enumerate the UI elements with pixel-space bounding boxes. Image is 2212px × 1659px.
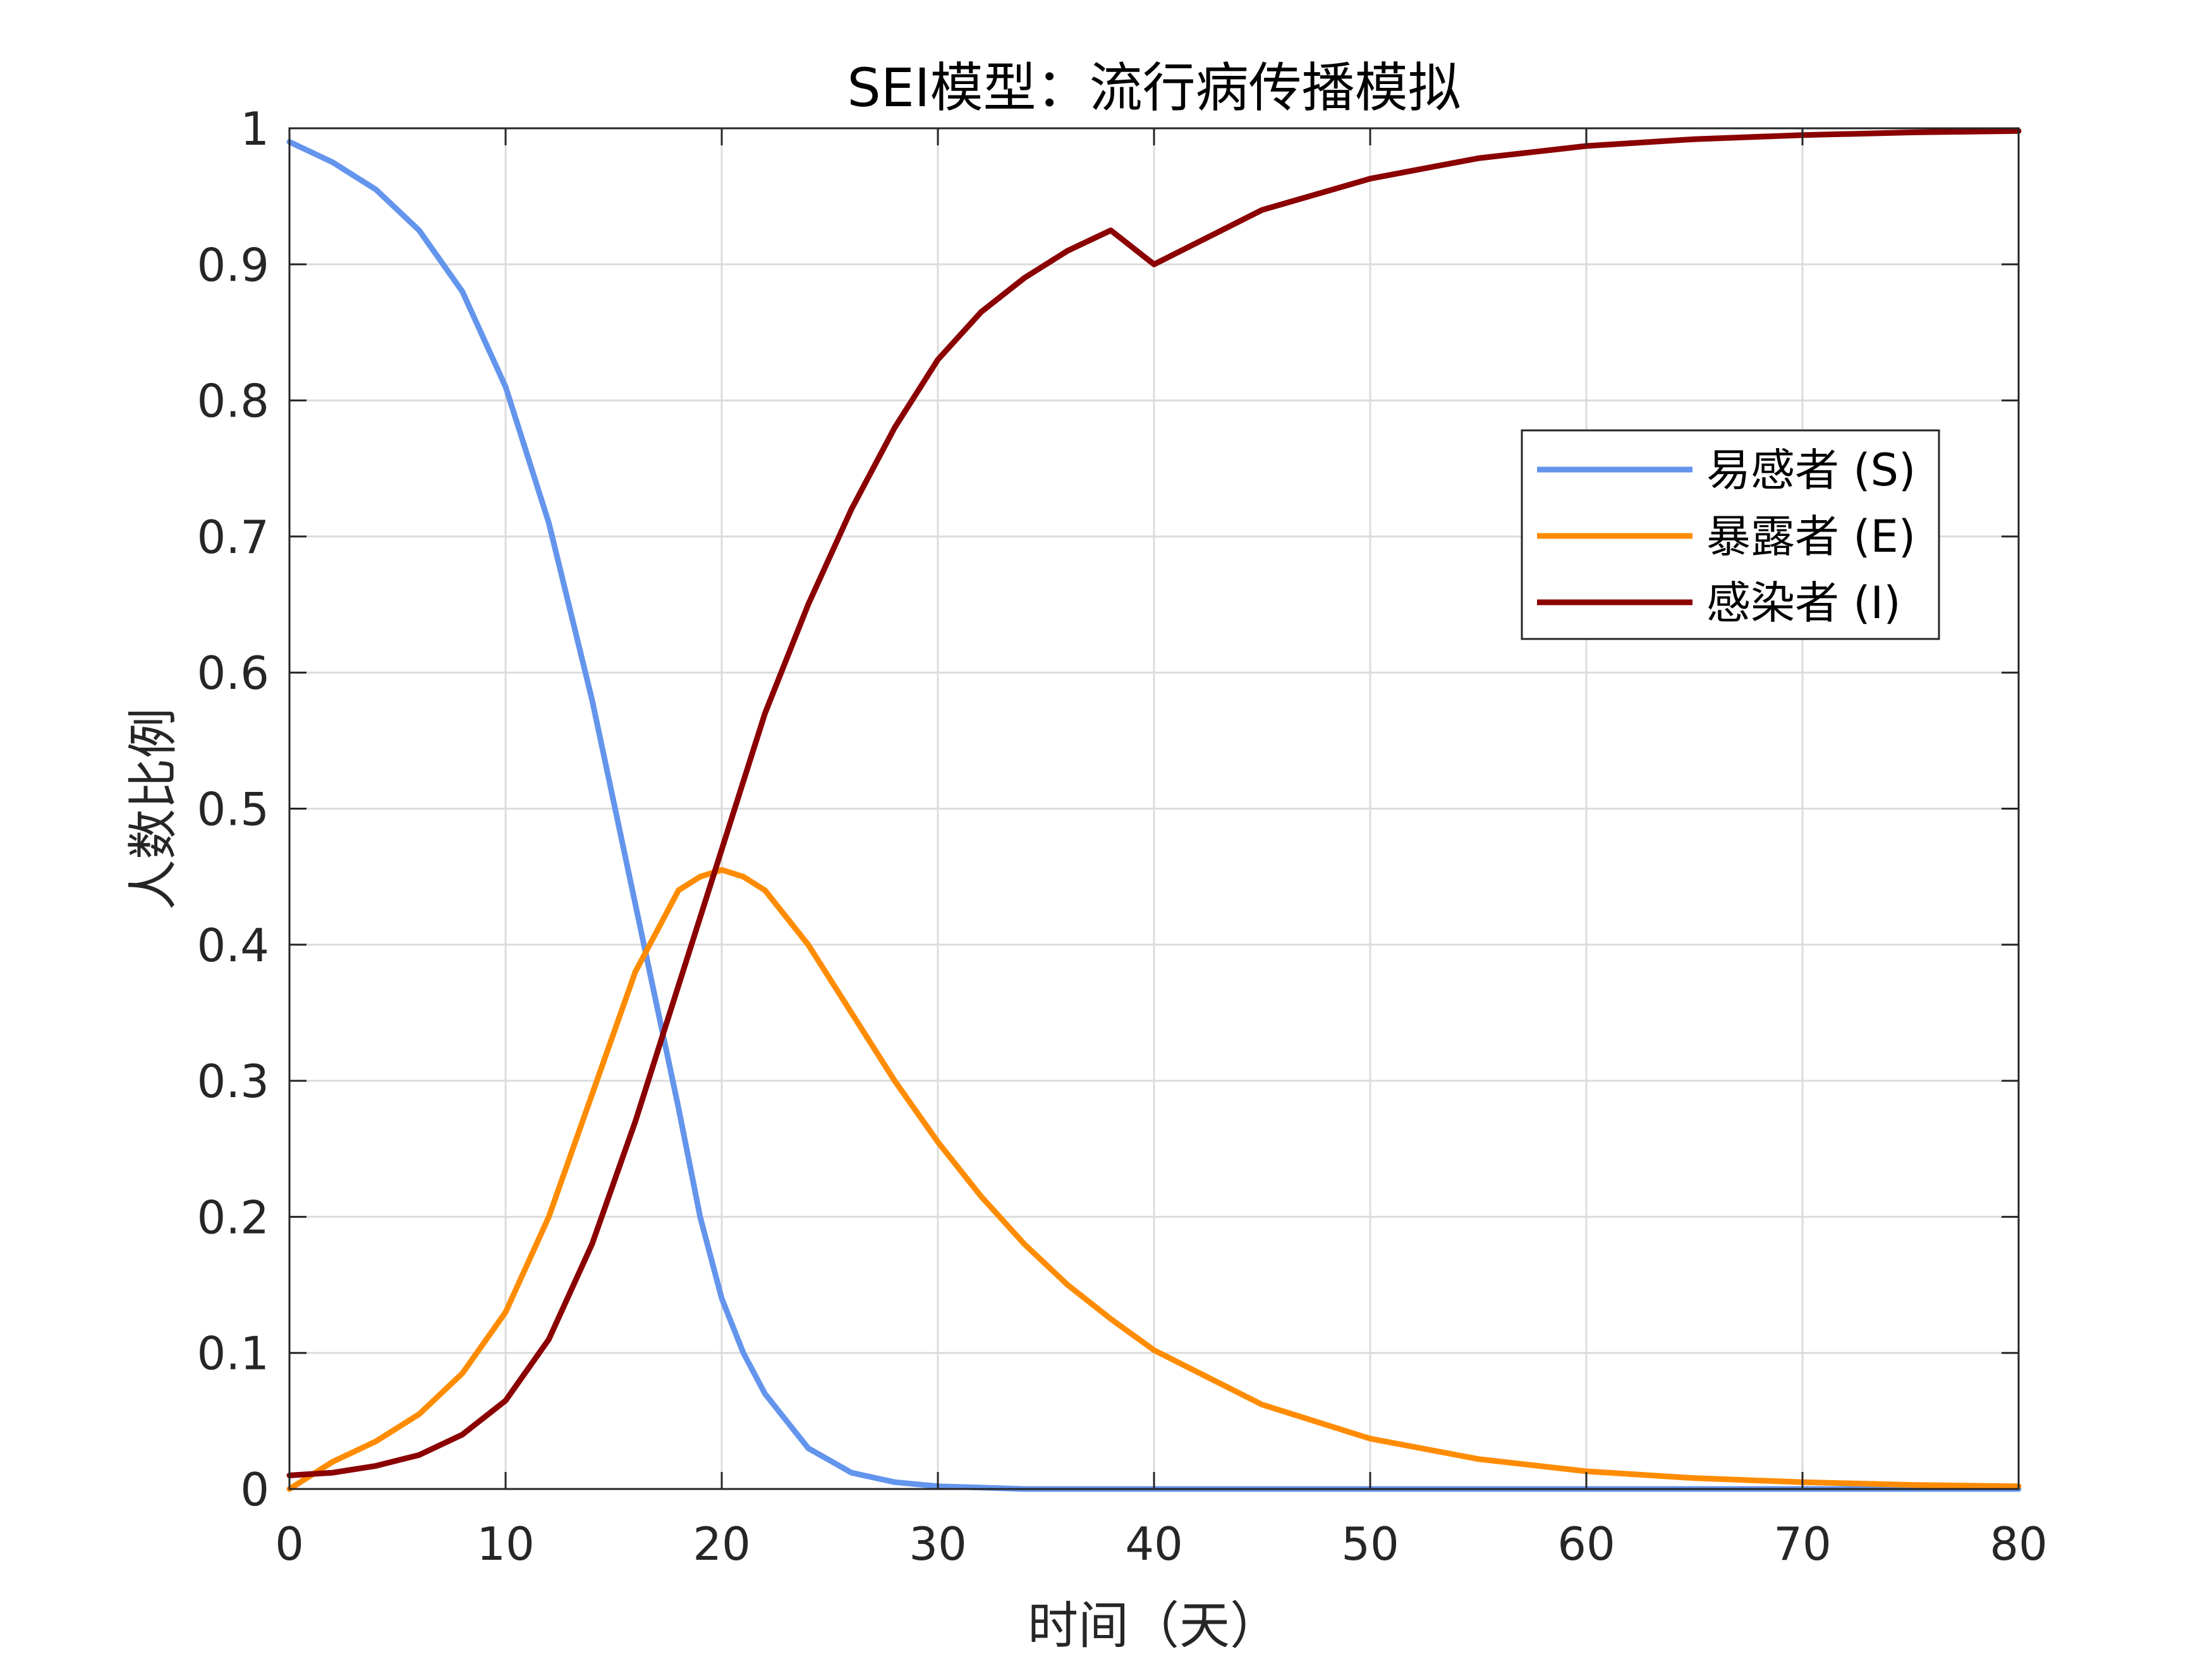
y-tick-label: 0 [240, 1463, 269, 1516]
y-tick-label: 0.5 [197, 783, 269, 836]
axis-ticks [288, 127, 2020, 1490]
x-tick-label: 80 [1990, 1517, 2048, 1571]
x-tick-label: 30 [909, 1517, 967, 1571]
y-tick-label: 0.3 [197, 1055, 269, 1108]
legend-label-susceptible: 易感者 (S) [1706, 444, 1916, 496]
y-tick-label: 0.4 [197, 919, 269, 972]
x-tick-label: 50 [1341, 1517, 1399, 1571]
y-tick-label: 1 [240, 102, 269, 155]
y-tick-label: 0.2 [197, 1191, 269, 1244]
series-line-infected [286, 128, 2022, 1478]
x-tick-label: 40 [1125, 1517, 1183, 1571]
x-tick-label: 10 [477, 1517, 535, 1571]
legend: 易感者 (S) 暴露者 (E) 感染者 (I) [1521, 429, 1940, 640]
y-tick-label: 0.1 [197, 1327, 269, 1380]
y-tick-label: 0.9 [197, 238, 269, 291]
y-tick-label: 0.6 [197, 647, 269, 700]
y-tick-labels: 0 0.1 0.2 0.3 0.4 0.5 0.6 0.7 0.8 0.9 1 [197, 102, 269, 1516]
y-tick-label: 0.8 [197, 375, 269, 428]
x-tick-labels: 0 10 20 30 40 50 60 70 80 [275, 1517, 2048, 1571]
x-axis-label: 时间（天） [1028, 1596, 1280, 1655]
chart-title: SEI模型：流行病传播模拟 [847, 57, 1461, 119]
series-line-exposed [286, 866, 2022, 1492]
x-tick-label: 20 [693, 1517, 751, 1571]
legend-label-exposed: 暴露者 (E) [1706, 511, 1916, 562]
x-tick-label: 60 [1557, 1517, 1615, 1571]
x-tick-label: 0 [275, 1517, 304, 1571]
x-tick-label: 70 [1773, 1517, 1832, 1571]
legend-label-infected: 感染者 (I) [1706, 577, 1901, 629]
y-axis-label: 人数比例 [124, 708, 183, 910]
legend-items: 易感者 (S) 暴露者 (E) 感染者 (I) [1537, 444, 1916, 629]
y-tick-label: 0.7 [197, 511, 269, 564]
